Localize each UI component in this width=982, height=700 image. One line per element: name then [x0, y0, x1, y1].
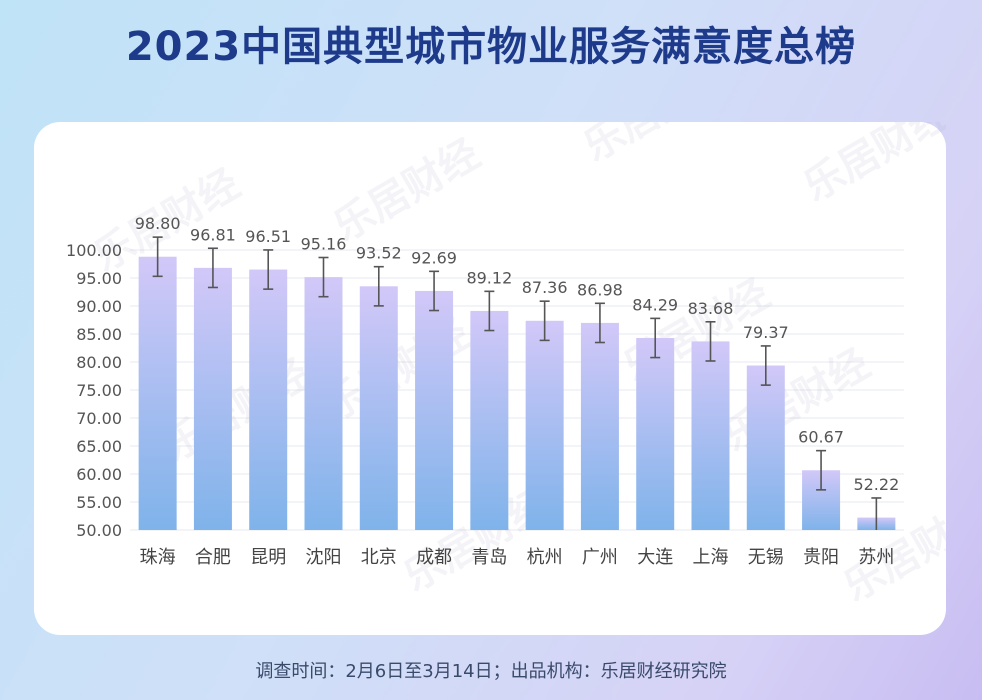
error-bar — [539, 300, 550, 342]
error-bar — [263, 249, 274, 290]
error-bar — [429, 270, 440, 312]
watermark-text: 乐居财经 — [156, 351, 318, 471]
chart-card: 乐居财经乐居财经乐居财经乐居财经乐居财经乐居财经乐居财经乐居财经乐居财经乐居财经… — [34, 51, 982, 635]
error-bar — [484, 290, 495, 332]
chart-title: 2023中国典型城市物业服务满意度总榜 — [125, 24, 857, 70]
bar — [636, 337, 675, 530]
data-label: 60.67 — [798, 428, 844, 447]
y-tick-label: 50.00 — [76, 521, 122, 540]
y-tick-label: 85.00 — [76, 325, 122, 344]
footer-note: 调查时间：2月6日至3月14日；出品机构：乐居财经研究院 — [255, 661, 727, 682]
x-tick-label: 北京 — [361, 547, 397, 568]
error-bar — [871, 497, 882, 530]
y-tick-label: 100.00 — [66, 241, 122, 260]
bar — [470, 310, 509, 530]
bar-chart: 乐居财经乐居财经乐居财经乐居财经乐居财经乐居财经乐居财经乐居财经乐居财经乐居财经… — [66, 51, 982, 611]
watermark-text: 乐居财经 — [576, 122, 738, 171]
x-tick-label: 珠海 — [140, 547, 176, 568]
bar — [138, 256, 177, 530]
x-tick-label: 大连 — [637, 547, 673, 568]
bar — [415, 290, 454, 530]
y-axis-ticks: 50.00 55.00 60.00 65.00 70.00 75.00 80.00 85.00… — [66, 241, 122, 540]
data-label: 98.80 — [135, 214, 181, 233]
x-tick-label: 昆明 — [250, 547, 286, 568]
bar — [525, 320, 564, 530]
data-label: 52.22 — [853, 475, 899, 494]
watermark-text: 乐居财经 — [716, 341, 878, 461]
data-label: 96.51 — [245, 227, 291, 246]
data-label: 89.12 — [466, 268, 512, 287]
x-tick-label: 成都 — [416, 547, 452, 568]
y-tick-label: 80.00 — [76, 353, 122, 372]
x-tick-label: 无锡 — [748, 547, 784, 568]
bar — [359, 286, 398, 530]
data-label: 87.36 — [522, 278, 568, 297]
bar — [304, 277, 343, 530]
x-tick-label: 上海 — [693, 547, 729, 568]
x-tick-label: 苏州 — [858, 547, 894, 568]
x-tick-label: 合肥 — [195, 547, 231, 568]
error-bar — [760, 345, 771, 386]
x-tick-label: 广州 — [582, 547, 618, 568]
y-tick-label: 70.00 — [76, 409, 122, 428]
bar — [580, 322, 619, 530]
error-bar — [594, 302, 605, 344]
bar — [193, 267, 232, 530]
error-bar — [152, 236, 163, 278]
watermark-text: 乐居财经 — [326, 131, 488, 251]
x-tick-label: 杭州 — [527, 547, 563, 568]
data-labels: 98.80 96.81 96.51 95.16 93.52 92.69 89.12 87.36… — [135, 214, 900, 494]
x-axis-ticks: 珠海 合肥 昆明 沈阳 北京 成都 青岛 杭州 广州 大连 上海 无锡 贵阳 苏州 — [140, 547, 895, 568]
data-label: 96.81 — [190, 225, 236, 244]
error-bar — [207, 247, 218, 289]
watermark-text: 乐居财经 — [796, 122, 946, 211]
y-tick-label: 90.00 — [76, 297, 122, 316]
data-label: 84.29 — [632, 295, 678, 314]
x-tick-label: 沈阳 — [306, 547, 342, 568]
bar — [249, 269, 288, 530]
bar — [691, 341, 730, 530]
error-bar — [816, 449, 827, 491]
y-tick-label: 60.00 — [76, 465, 122, 484]
data-label: 86.98 — [577, 280, 623, 299]
data-label: 93.52 — [356, 244, 402, 263]
error-bar — [373, 265, 384, 307]
y-tick-label: 95.00 — [76, 269, 122, 288]
x-tick-label: 贵阳 — [803, 547, 839, 568]
error-bars — [152, 236, 882, 530]
bars — [138, 256, 896, 530]
x-tick-label: 青岛 — [471, 547, 507, 568]
data-label: 83.68 — [688, 299, 734, 318]
data-label: 92.69 — [411, 248, 457, 267]
y-tick-label: 75.00 — [76, 381, 122, 400]
y-tick-label: 55.00 — [76, 493, 122, 512]
y-tick-label: 65.00 — [76, 437, 122, 456]
error-bar — [705, 320, 716, 362]
bar — [746, 365, 785, 530]
error-bar — [650, 317, 661, 359]
data-label: 79.37 — [743, 323, 789, 342]
data-label: 95.16 — [301, 235, 347, 254]
error-bar — [318, 256, 329, 298]
